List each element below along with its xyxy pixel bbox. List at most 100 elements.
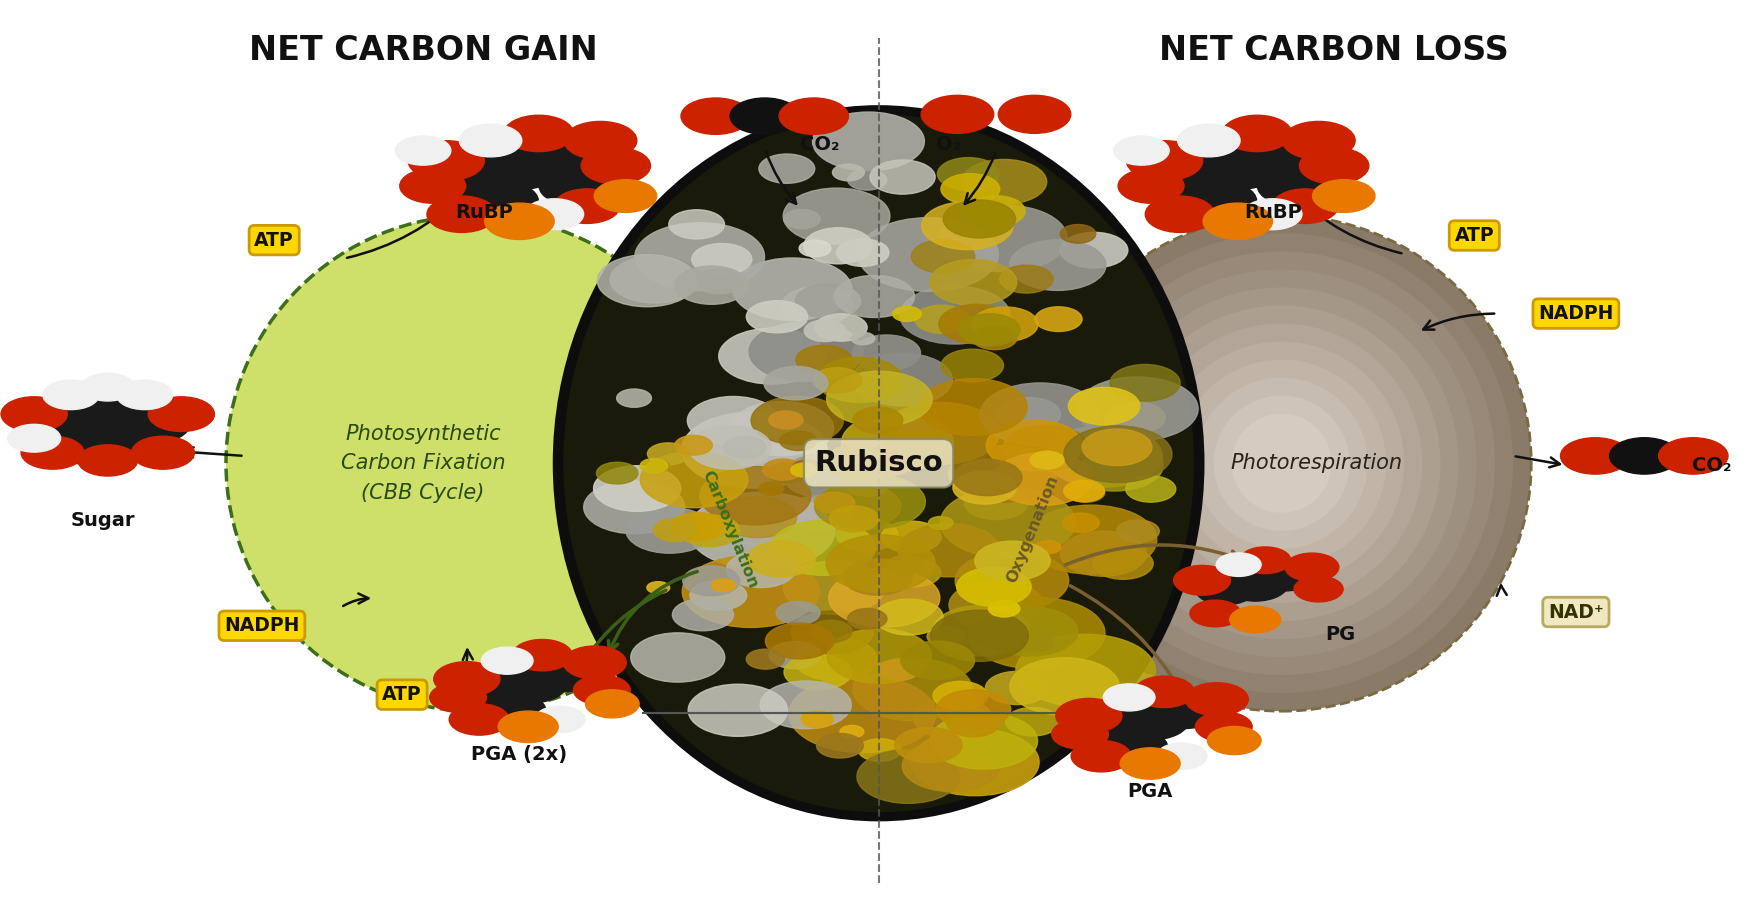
Circle shape xyxy=(956,567,1030,606)
Circle shape xyxy=(972,307,1037,342)
Circle shape xyxy=(835,239,888,266)
Circle shape xyxy=(760,681,851,729)
Circle shape xyxy=(1064,481,1104,502)
Circle shape xyxy=(483,694,546,727)
Circle shape xyxy=(504,115,574,152)
Circle shape xyxy=(946,709,999,737)
Text: PGA (2x): PGA (2x) xyxy=(470,745,567,764)
Circle shape xyxy=(1179,181,1257,221)
Circle shape xyxy=(783,655,851,690)
Circle shape xyxy=(553,189,620,224)
Text: PGA: PGA xyxy=(1127,782,1172,801)
Circle shape xyxy=(751,396,842,445)
Circle shape xyxy=(1030,451,1064,469)
Circle shape xyxy=(790,463,816,477)
Circle shape xyxy=(2,397,67,431)
Circle shape xyxy=(932,605,1028,656)
Text: NET CARBON GAIN: NET CARBON GAIN xyxy=(249,33,597,66)
Circle shape xyxy=(1064,426,1171,483)
Circle shape xyxy=(918,379,1027,436)
Circle shape xyxy=(942,200,1014,238)
Circle shape xyxy=(770,520,874,576)
Circle shape xyxy=(730,98,799,134)
Circle shape xyxy=(683,565,739,596)
Circle shape xyxy=(988,600,1020,617)
Circle shape xyxy=(630,633,725,682)
Circle shape xyxy=(832,164,863,181)
Circle shape xyxy=(1257,561,1313,591)
Circle shape xyxy=(597,254,697,307)
Circle shape xyxy=(683,555,820,627)
Circle shape xyxy=(1228,606,1279,633)
Circle shape xyxy=(962,159,1046,204)
Circle shape xyxy=(1118,169,1183,204)
Circle shape xyxy=(681,98,749,134)
Circle shape xyxy=(800,711,834,728)
Circle shape xyxy=(1025,505,1157,574)
Circle shape xyxy=(1104,402,1164,434)
Circle shape xyxy=(1195,712,1251,741)
Circle shape xyxy=(435,154,518,198)
Circle shape xyxy=(456,671,530,709)
Circle shape xyxy=(563,646,627,679)
Circle shape xyxy=(42,380,98,410)
Circle shape xyxy=(1071,740,1130,772)
Circle shape xyxy=(939,205,1067,272)
Circle shape xyxy=(1202,204,1272,239)
Circle shape xyxy=(648,443,688,465)
Circle shape xyxy=(848,609,886,629)
Circle shape xyxy=(449,704,509,735)
Circle shape xyxy=(474,142,563,190)
Circle shape xyxy=(1034,307,1081,332)
Circle shape xyxy=(795,345,851,375)
Ellipse shape xyxy=(1195,378,1367,549)
Circle shape xyxy=(1002,426,1088,471)
Circle shape xyxy=(1078,707,1151,746)
Circle shape xyxy=(769,642,820,669)
Circle shape xyxy=(914,305,969,333)
Circle shape xyxy=(407,141,484,181)
Circle shape xyxy=(1081,429,1151,465)
Circle shape xyxy=(625,507,713,554)
Circle shape xyxy=(746,542,814,577)
Circle shape xyxy=(974,541,1049,580)
Circle shape xyxy=(878,659,918,681)
Circle shape xyxy=(727,552,795,588)
Circle shape xyxy=(927,626,965,647)
Circle shape xyxy=(851,354,951,406)
Circle shape xyxy=(395,136,451,165)
Circle shape xyxy=(918,750,992,788)
Circle shape xyxy=(711,579,735,592)
Circle shape xyxy=(1195,574,1255,605)
Circle shape xyxy=(1092,548,1153,579)
Circle shape xyxy=(856,750,958,803)
Circle shape xyxy=(763,367,827,400)
Circle shape xyxy=(985,607,1078,656)
Circle shape xyxy=(783,453,867,498)
Text: CO₂: CO₂ xyxy=(799,134,839,154)
Circle shape xyxy=(718,496,797,538)
Circle shape xyxy=(1272,189,1337,224)
Circle shape xyxy=(23,403,102,445)
Circle shape xyxy=(528,656,598,692)
Text: Sugar: Sugar xyxy=(70,511,135,530)
Circle shape xyxy=(1281,122,1355,159)
Circle shape xyxy=(1014,632,1053,652)
Circle shape xyxy=(986,420,1083,471)
Circle shape xyxy=(484,204,555,239)
Circle shape xyxy=(825,535,935,592)
Circle shape xyxy=(992,453,1092,506)
Ellipse shape xyxy=(1049,233,1513,694)
Circle shape xyxy=(941,349,1002,382)
Text: Carboxylation: Carboxylation xyxy=(698,468,760,590)
Circle shape xyxy=(899,286,1009,344)
Text: Photosynthetic
Carbon Fixation
(CBB Cycle): Photosynthetic Carbon Fixation (CBB Cycl… xyxy=(340,424,505,503)
Circle shape xyxy=(688,684,788,736)
Circle shape xyxy=(593,180,656,213)
Ellipse shape xyxy=(553,105,1204,822)
Circle shape xyxy=(881,402,999,464)
Circle shape xyxy=(460,124,521,157)
Circle shape xyxy=(997,95,1071,134)
Circle shape xyxy=(941,173,999,204)
Circle shape xyxy=(892,307,921,321)
